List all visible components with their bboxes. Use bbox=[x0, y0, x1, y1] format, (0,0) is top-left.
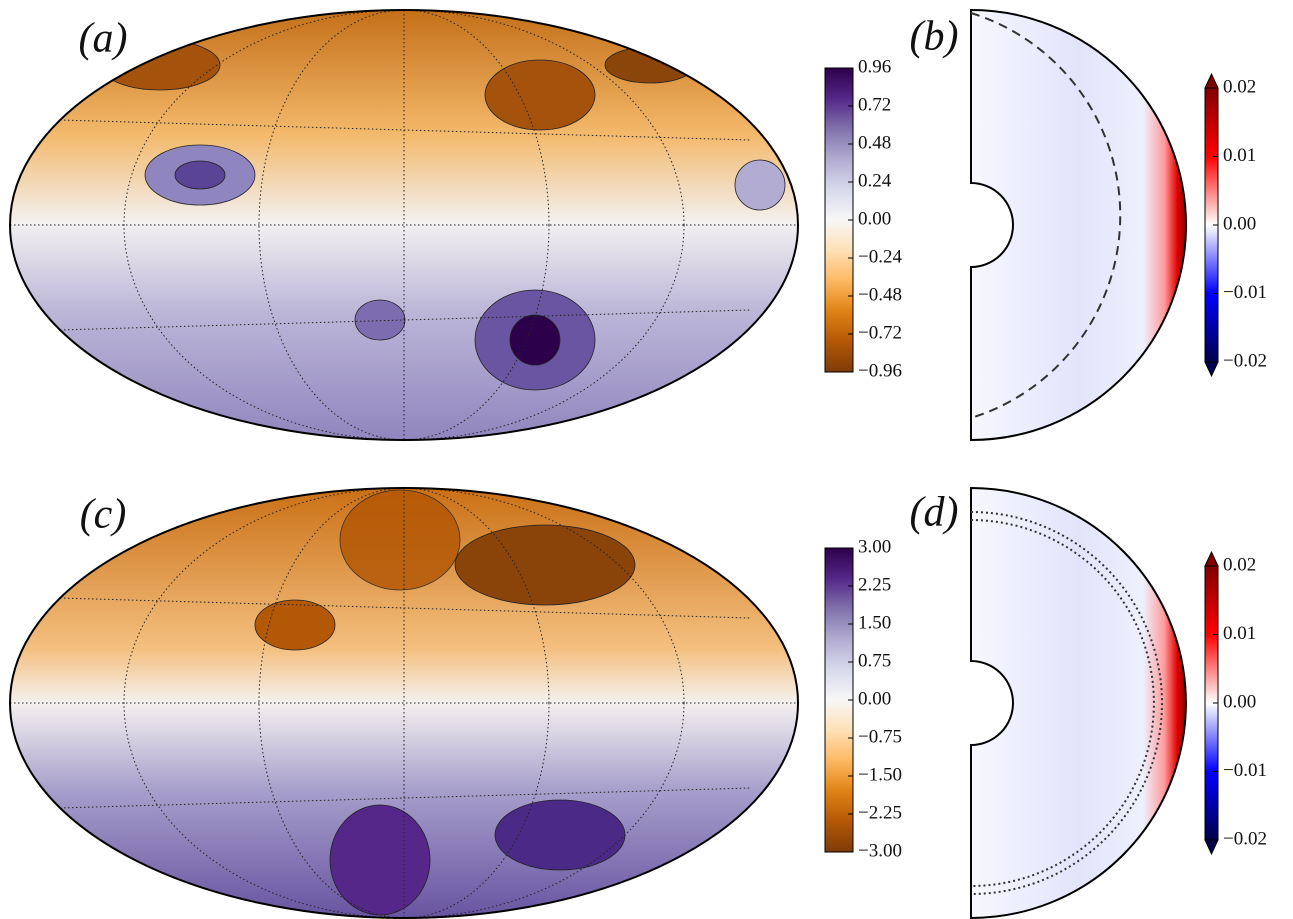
meridional-section bbox=[970, 8, 1187, 442]
colorbar-tick-label: −0.72 bbox=[858, 322, 902, 343]
map-border bbox=[9, 487, 799, 919]
colorbar-tick-label: 0.02 bbox=[1223, 554, 1256, 575]
colorbar-tick-label: 0.00 bbox=[858, 688, 891, 709]
colorbar-tick-label: 2.25 bbox=[858, 574, 891, 595]
colorbar-tick-label: −0.02 bbox=[1223, 828, 1267, 849]
colorbar-extend bbox=[1204, 839, 1219, 856]
panel-label: (a) bbox=[79, 16, 128, 62]
graticule bbox=[10, 9, 798, 919]
colorbar-tick-label: 0.24 bbox=[858, 170, 892, 191]
meridional-section bbox=[970, 486, 1187, 919]
colorbar-tick-label: −0.96 bbox=[858, 360, 902, 381]
colorbar-tick-label: 1.50 bbox=[858, 612, 891, 633]
colorbar-tick-label: −0.01 bbox=[1223, 760, 1267, 781]
colorbar-tick-label: 3.00 bbox=[858, 536, 891, 557]
panel-label: (b) bbox=[910, 14, 959, 60]
colorbar-extend bbox=[1204, 361, 1219, 378]
tangent-cylinder bbox=[970, 511, 1163, 895]
colorbar-extend bbox=[1204, 550, 1219, 567]
panel-label: (d) bbox=[910, 490, 959, 536]
tangent-cylinder bbox=[970, 12, 1122, 419]
colorbar-tick-label: 0.02 bbox=[1223, 76, 1256, 97]
colorbar-tick-label: −0.01 bbox=[1223, 282, 1267, 303]
colorbar-tick-label: 0.00 bbox=[858, 208, 891, 229]
map-border bbox=[9, 9, 799, 441]
colorbar-tick-label: 0.96 bbox=[858, 56, 891, 77]
colorbar-tick-label: 0.01 bbox=[1223, 623, 1256, 644]
colorbar-tick-label: 0.01 bbox=[1223, 145, 1256, 166]
colorbar-tick-label: −0.75 bbox=[858, 726, 902, 747]
panel-label: (c) bbox=[80, 492, 127, 538]
colorbar-tick-label: −0.24 bbox=[858, 246, 902, 267]
colorbar-tick-label: −3.00 bbox=[858, 840, 902, 861]
map-field bbox=[10, 10, 798, 440]
colorbar-tick-label: −2.25 bbox=[858, 802, 902, 823]
colorbar-tick-label: 0.75 bbox=[858, 650, 891, 671]
colorbar-extend bbox=[1204, 72, 1219, 89]
colorbar-tick-label: −0.02 bbox=[1223, 350, 1267, 371]
colorbar-tick-label: −0.48 bbox=[858, 284, 902, 305]
colorbar-tick-label: 0.00 bbox=[1223, 213, 1256, 234]
colorbar-tick-label: −1.50 bbox=[858, 764, 902, 785]
colorbar-tick-label: 0.00 bbox=[1223, 691, 1256, 712]
colorbar-tick-label: 0.72 bbox=[858, 94, 891, 115]
colorbar-tick-label: 0.48 bbox=[858, 132, 891, 153]
